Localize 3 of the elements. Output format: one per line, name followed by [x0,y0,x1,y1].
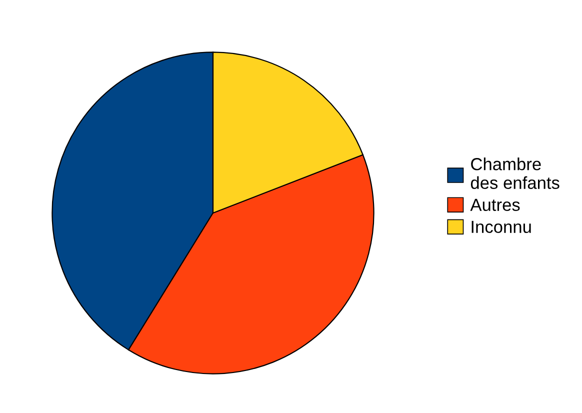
legend-label: Chambre des enfants [470,158,560,190]
legend-label: Autres [470,198,520,212]
legend-label: Inconnu [472,220,531,234]
